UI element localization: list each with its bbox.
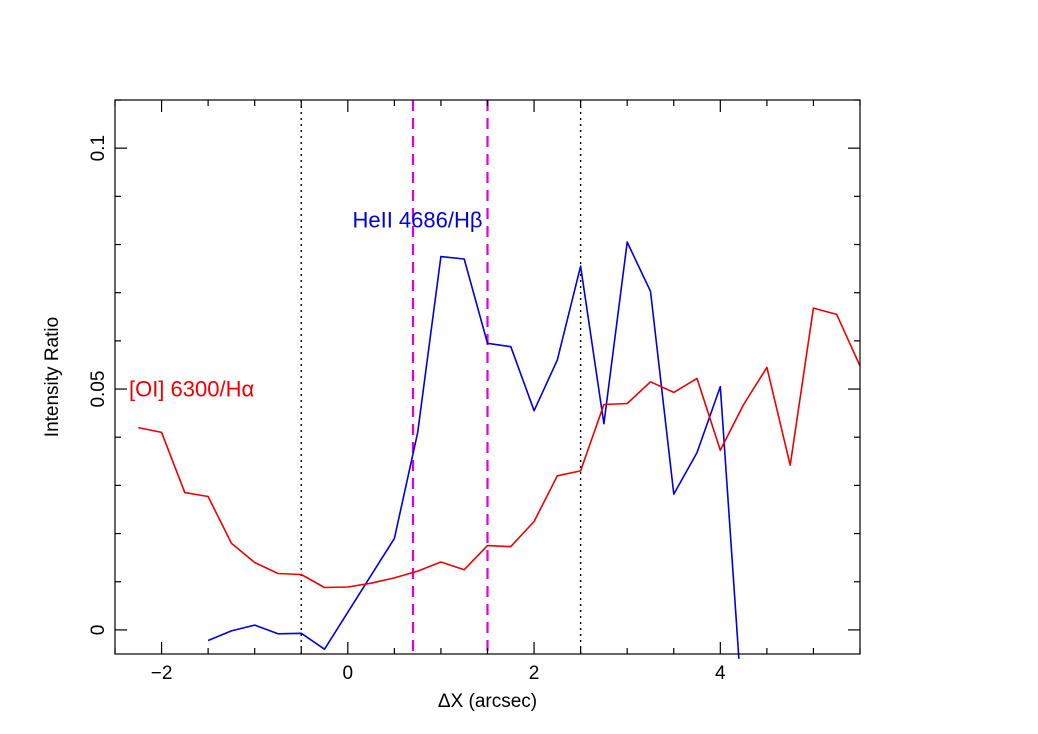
x-tick-label: 4: [715, 663, 726, 684]
series-line-0: [207, 241, 740, 659]
x-axis-label: ΔX (arcsec): [438, 691, 537, 712]
series-lines: [138, 241, 861, 659]
y-tick-label: 0.05: [88, 371, 109, 408]
series-label-1: [OI] 6300/Hα: [129, 376, 255, 401]
series-labels: HeII 4686/Hβ [OI] 6300/Hα: [129, 208, 483, 402]
y-tick-label: 0.1: [88, 135, 109, 161]
reference-lines: [300, 100, 582, 654]
x-tick-label: 2: [529, 663, 540, 684]
series-label-0: HeII 4686/Hβ: [352, 208, 482, 233]
axis-ticks: −2 0 2 4 0 0.05 0.1: [88, 99, 861, 684]
series-line-1: [138, 307, 861, 589]
y-axis-label: Intensity Ratio: [42, 317, 63, 437]
x-tick-label: 0: [343, 663, 354, 684]
y-tick-label: 0: [88, 625, 109, 636]
x-tick-label: −2: [151, 663, 173, 684]
